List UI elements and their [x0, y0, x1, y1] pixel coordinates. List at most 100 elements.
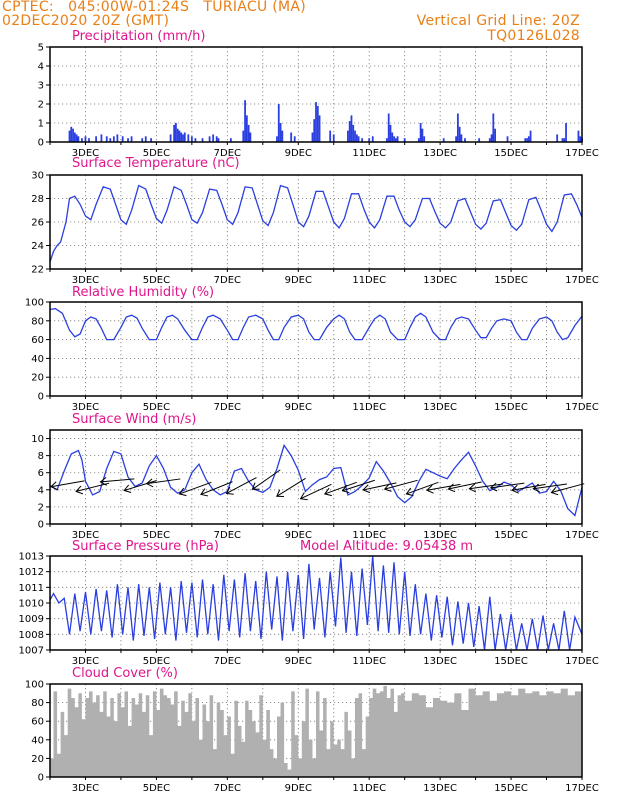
rh-xtick-label: 9DEC — [285, 402, 312, 413]
temp-xtick-label: 13DEC — [423, 275, 457, 286]
pres-annotation: Model Altitude: 9.05438 m — [300, 539, 473, 554]
precip-bar — [247, 124, 250, 142]
precip-bar — [579, 136, 582, 142]
wind-vector-arrow — [405, 481, 439, 497]
rh-ytick-label: 60 — [31, 335, 44, 346]
precip-bar — [279, 123, 282, 142]
precip-ytick-label: 5 — [38, 43, 44, 54]
wind-xtick-label: 7DEC — [214, 530, 241, 541]
precip-bar — [229, 138, 232, 142]
wind-vector-arrow — [550, 483, 585, 496]
precip-bar — [490, 134, 493, 142]
precip-bar — [212, 134, 215, 142]
precip-bar — [527, 136, 530, 142]
pres-title: Surface Pressure (hPa) — [72, 539, 219, 554]
pres-ytick-label: 1008 — [19, 630, 44, 641]
wind-vector-arrow — [276, 477, 306, 498]
precip-bar — [394, 138, 397, 142]
temp-title: Surface Temperature (nC) — [72, 156, 240, 171]
rh-xtick-label: 13DEC — [423, 402, 457, 413]
precip-bar — [215, 136, 218, 142]
pres-ytick-label: 1007 — [19, 646, 44, 657]
wind-vector-arrow — [178, 481, 212, 497]
precip-bar — [95, 136, 98, 142]
precip-title: Precipitation (mm/h) — [72, 29, 205, 44]
precip-ytick-label: 3 — [38, 81, 44, 92]
wind-vector-arrow — [323, 481, 357, 497]
rh-xtick-label: 3DEC — [72, 402, 99, 413]
precip-bar — [458, 126, 461, 142]
wind-vector-arrow — [99, 476, 135, 486]
precip-bar — [116, 134, 119, 142]
precip-bar — [72, 128, 74, 142]
wind-vector-arrow — [225, 477, 257, 495]
precip-bar — [180, 132, 183, 142]
rh-series-line — [49, 307, 583, 341]
precip-ytick-label: 2 — [38, 100, 44, 111]
precip-bar — [100, 134, 103, 142]
precip-bar — [352, 124, 355, 142]
precip-bar — [183, 132, 186, 142]
wind-vector-arrow — [468, 483, 504, 493]
precip-xtick-label: 5DEC — [143, 148, 170, 159]
pres-ytick-label: 1011 — [19, 583, 44, 594]
precip-bar — [529, 130, 532, 142]
wind-xtick-label: 3DEC — [72, 530, 99, 541]
rh-xtick-label: 11DEC — [352, 402, 386, 413]
rh-ytick-label: 0 — [38, 392, 44, 403]
precip-bar — [73, 132, 76, 142]
precip-bar — [127, 138, 129, 142]
temp-ytick-label: 30 — [31, 171, 44, 182]
precip-bar — [208, 136, 211, 142]
wind-vector-arrow — [426, 483, 461, 494]
precip-bar — [176, 128, 179, 142]
temp-xtick-label: 11DEC — [352, 275, 386, 286]
precip-bar — [109, 138, 112, 142]
precip-bar — [355, 134, 358, 142]
precip-bar — [311, 132, 314, 142]
pres-series-line — [49, 555, 583, 651]
pres-ytick-label: 1013 — [19, 552, 44, 563]
precip-bar — [182, 134, 184, 142]
run-datetime: 02DEC2020 20Z (GMT) — [2, 13, 170, 29]
precip-bar — [563, 138, 566, 142]
cloud-ytick-label: 0 — [38, 773, 44, 784]
wind-vector-arrow — [489, 482, 525, 492]
precip-bar — [75, 134, 78, 142]
precip-bar — [494, 128, 497, 142]
precip-bar — [368, 138, 371, 142]
wind-xtick-label: 15DEC — [494, 530, 528, 541]
precip-bar — [456, 113, 459, 142]
precip-bar — [329, 130, 332, 142]
wind-vector-arrow — [50, 480, 85, 491]
pres-panel-frame — [49, 555, 583, 651]
wind-vector-arrow — [511, 483, 546, 494]
pres-xtick-label: 17DEC — [565, 656, 599, 667]
temp-series-line — [49, 184, 583, 263]
precip-bar — [371, 136, 374, 142]
rh-ytick-label: 40 — [31, 354, 44, 365]
pres-xtick-label: 11DEC — [352, 656, 386, 667]
cloud-ytick-label: 80 — [31, 698, 44, 709]
wind-vector-arrow — [251, 469, 281, 490]
temp-ytick-label: 22 — [31, 265, 44, 276]
precip-bar — [201, 138, 204, 142]
cloud-cover-area — [50, 685, 582, 777]
temp-panel-frame — [49, 174, 583, 270]
pres-xtick-label: 3DEC — [72, 656, 99, 667]
cloud-xtick-label: 13DEC — [423, 783, 457, 794]
precip-bar — [387, 113, 390, 142]
temp-xtick-label: 9DEC — [285, 275, 312, 286]
cloud-xtick-label: 3DEC — [72, 783, 99, 794]
precip-bar — [350, 115, 353, 142]
wind-xtick-label: 13DEC — [423, 530, 457, 541]
temp-ytick-label: 24 — [31, 241, 44, 252]
precip-bar — [178, 130, 181, 142]
precip-panel-frame — [49, 46, 583, 143]
precip-bar — [488, 138, 491, 142]
precip-bar — [173, 124, 176, 142]
precip-bar — [347, 130, 349, 142]
precip-ytick-label: 1 — [38, 119, 44, 130]
temp-ytick-label: 26 — [31, 218, 44, 229]
